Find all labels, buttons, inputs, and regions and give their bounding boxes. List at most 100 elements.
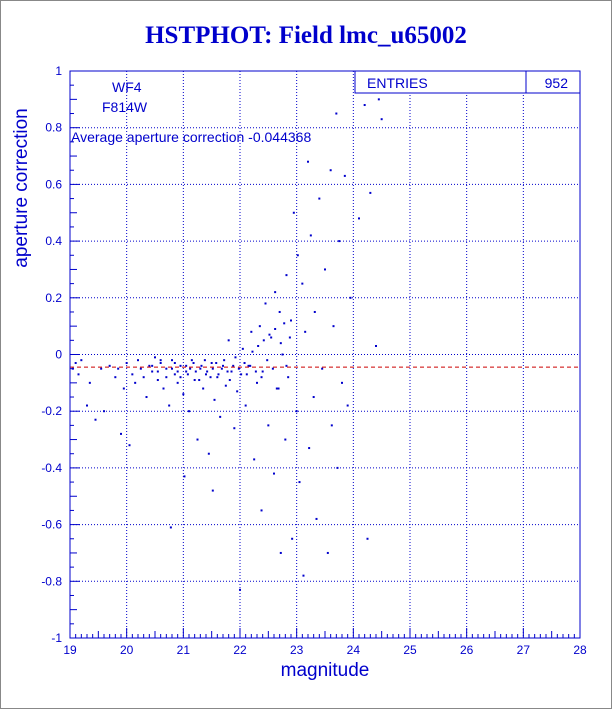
data-point bbox=[298, 481, 301, 484]
data-point bbox=[151, 364, 154, 367]
y-tick-label: -0.8 bbox=[41, 574, 62, 588]
data-point bbox=[165, 367, 168, 370]
data-point bbox=[261, 370, 264, 373]
data-point bbox=[260, 509, 263, 512]
data-point bbox=[125, 362, 128, 365]
data-point bbox=[283, 322, 286, 325]
y-tick-label: -0.4 bbox=[41, 461, 62, 475]
data-point bbox=[213, 398, 216, 401]
data-point bbox=[159, 362, 162, 365]
x-tick-label: 25 bbox=[403, 643, 417, 657]
y-tick-label: -0.2 bbox=[41, 404, 62, 418]
y-tick-label: 0.2 bbox=[45, 291, 62, 305]
data-point bbox=[313, 310, 316, 313]
data-point bbox=[288, 336, 291, 339]
data-point bbox=[186, 373, 189, 376]
data-point bbox=[148, 364, 151, 367]
data-point bbox=[258, 325, 261, 328]
data-point bbox=[211, 489, 214, 492]
data-point bbox=[169, 526, 172, 529]
data-point bbox=[159, 359, 162, 362]
y-tick-label: 0.4 bbox=[45, 234, 62, 248]
data-point bbox=[346, 404, 349, 407]
data-point bbox=[128, 444, 131, 447]
data-point bbox=[117, 367, 120, 370]
data-point bbox=[220, 367, 223, 370]
data-point bbox=[185, 370, 188, 373]
data-point bbox=[182, 393, 185, 396]
x-tick-label: 27 bbox=[517, 643, 531, 657]
data-point bbox=[290, 319, 292, 322]
data-point bbox=[268, 333, 271, 336]
data-point bbox=[171, 359, 173, 362]
data-point bbox=[321, 367, 324, 370]
data-point bbox=[156, 370, 159, 373]
data-point bbox=[88, 381, 91, 384]
stats-box: ENTRIES 952 bbox=[354, 70, 581, 94]
y-tick-label: -1 bbox=[51, 631, 62, 645]
data-point bbox=[176, 381, 179, 384]
data-point bbox=[193, 379, 196, 382]
data-point bbox=[74, 362, 77, 365]
data-point bbox=[80, 359, 83, 362]
y-tick-label: -0.6 bbox=[41, 518, 62, 532]
data-point bbox=[202, 387, 205, 390]
data-point bbox=[86, 404, 88, 407]
data-point bbox=[154, 356, 156, 359]
data-point bbox=[260, 376, 263, 379]
data-point bbox=[228, 379, 231, 382]
data-point bbox=[176, 370, 179, 373]
x-tick-label: 19 bbox=[63, 643, 77, 657]
data-point bbox=[295, 410, 298, 413]
data-point bbox=[275, 387, 278, 390]
data-point bbox=[211, 367, 214, 370]
data-point bbox=[232, 364, 235, 367]
filter-label: F814W bbox=[102, 99, 148, 115]
data-point bbox=[145, 396, 148, 399]
data-point bbox=[256, 381, 258, 384]
data-point bbox=[203, 359, 206, 362]
data-point bbox=[216, 376, 219, 379]
data-point bbox=[264, 302, 267, 305]
data-point bbox=[304, 330, 307, 333]
data-point bbox=[318, 197, 321, 200]
y-axis-title: aperture correction bbox=[11, 108, 32, 267]
data-point bbox=[251, 350, 254, 353]
data-point bbox=[266, 359, 269, 362]
data-point bbox=[234, 356, 237, 359]
data-point bbox=[173, 373, 176, 376]
data-point bbox=[236, 390, 239, 393]
data-point bbox=[363, 104, 366, 107]
data-point bbox=[239, 588, 241, 591]
x-tick-label: 28 bbox=[573, 643, 587, 657]
data-point bbox=[134, 381, 137, 384]
data-point bbox=[199, 367, 202, 370]
data-point bbox=[209, 376, 212, 379]
average-text: Average aperture correction -0.044368 bbox=[71, 129, 311, 145]
data-point bbox=[179, 376, 182, 379]
data-point bbox=[210, 362, 213, 365]
data-point bbox=[200, 364, 203, 367]
data-point bbox=[279, 342, 282, 345]
data-point bbox=[230, 370, 233, 373]
data-point bbox=[274, 291, 277, 294]
data-point bbox=[301, 282, 304, 285]
data-point bbox=[151, 370, 154, 373]
data-point bbox=[285, 364, 288, 367]
data-point bbox=[270, 336, 273, 339]
data-point bbox=[237, 367, 240, 370]
data-point bbox=[142, 376, 145, 379]
data-point bbox=[224, 384, 227, 387]
stats-value: 952 bbox=[545, 75, 569, 91]
data-point bbox=[114, 376, 117, 379]
data-point bbox=[273, 472, 275, 475]
data-point bbox=[194, 370, 197, 373]
data-point bbox=[338, 240, 341, 243]
stats-label: ENTRIES bbox=[367, 75, 428, 91]
data-point bbox=[329, 169, 332, 172]
data-point bbox=[254, 370, 257, 373]
data-point bbox=[369, 191, 372, 194]
data-point bbox=[207, 452, 210, 455]
